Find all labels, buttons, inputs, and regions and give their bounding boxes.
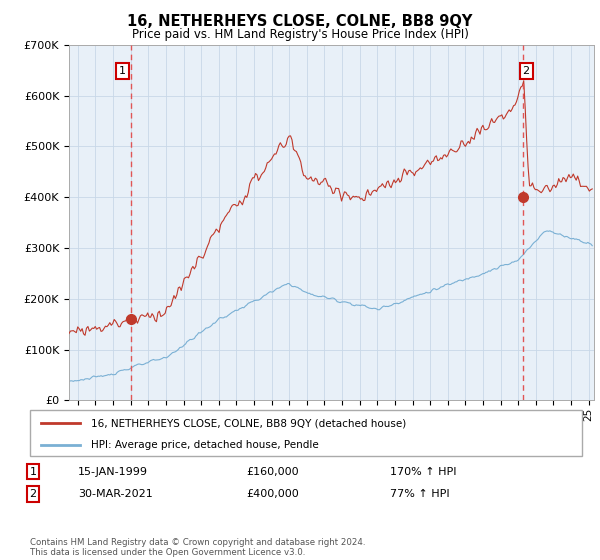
- Text: 2: 2: [523, 66, 530, 76]
- Text: 15-JAN-1999: 15-JAN-1999: [78, 466, 148, 477]
- Text: Price paid vs. HM Land Registry's House Price Index (HPI): Price paid vs. HM Land Registry's House …: [131, 28, 469, 41]
- Text: £160,000: £160,000: [246, 466, 299, 477]
- Text: Contains HM Land Registry data © Crown copyright and database right 2024.
This d: Contains HM Land Registry data © Crown c…: [30, 538, 365, 557]
- Text: 1: 1: [119, 66, 126, 76]
- Text: 77% ↑ HPI: 77% ↑ HPI: [390, 489, 449, 499]
- Text: 16, NETHERHEYS CLOSE, COLNE, BB8 9QY: 16, NETHERHEYS CLOSE, COLNE, BB8 9QY: [127, 14, 473, 29]
- Text: 170% ↑ HPI: 170% ↑ HPI: [390, 466, 457, 477]
- FancyBboxPatch shape: [30, 410, 582, 456]
- Text: 30-MAR-2021: 30-MAR-2021: [78, 489, 153, 499]
- Text: 1: 1: [29, 466, 37, 477]
- Text: £400,000: £400,000: [246, 489, 299, 499]
- Text: 16, NETHERHEYS CLOSE, COLNE, BB8 9QY (detached house): 16, NETHERHEYS CLOSE, COLNE, BB8 9QY (de…: [91, 418, 406, 428]
- Text: 2: 2: [29, 489, 37, 499]
- Text: HPI: Average price, detached house, Pendle: HPI: Average price, detached house, Pend…: [91, 440, 319, 450]
